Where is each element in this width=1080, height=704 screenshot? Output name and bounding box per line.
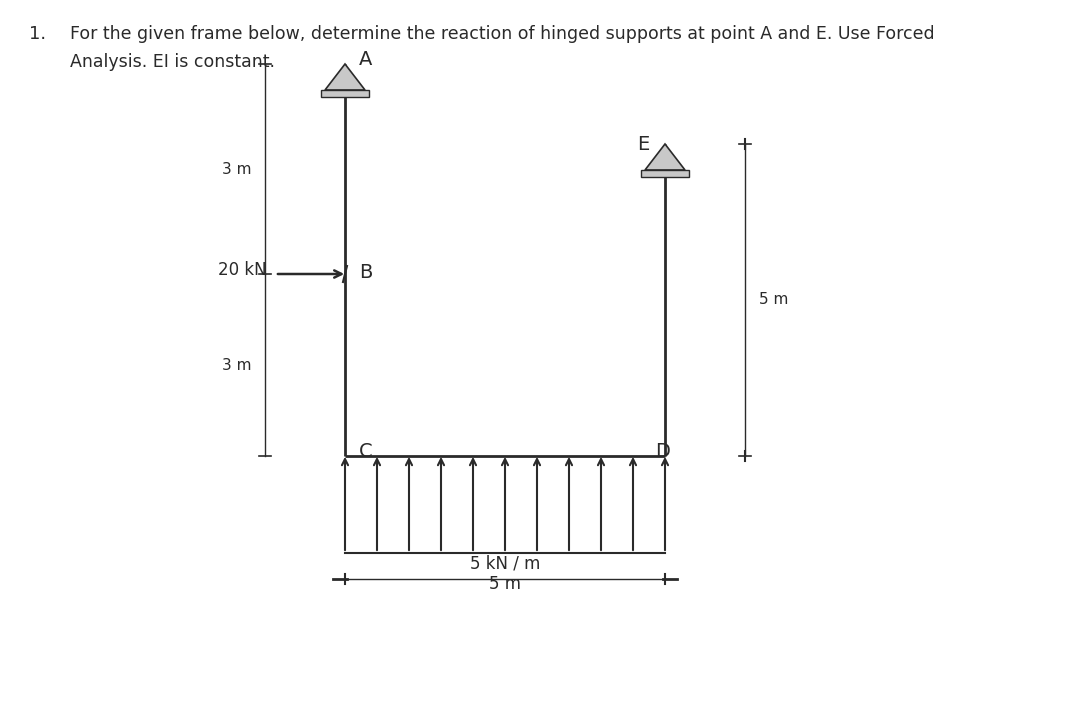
- Text: 5 kN / m: 5 kN / m: [470, 555, 540, 573]
- Polygon shape: [645, 144, 685, 170]
- Text: 20 kN: 20 kN: [218, 261, 267, 279]
- Text: E: E: [637, 134, 649, 153]
- Bar: [321, 90, 369, 97]
- Bar: [642, 170, 689, 177]
- Text: D: D: [654, 442, 670, 461]
- Text: A: A: [359, 50, 373, 69]
- Text: B: B: [359, 263, 373, 282]
- Text: For the given frame below, determine the reaction of hinged supports at point A : For the given frame below, determine the…: [70, 25, 935, 43]
- Text: 5 m: 5 m: [489, 575, 521, 593]
- Text: 1.: 1.: [29, 25, 46, 43]
- Text: 3 m: 3 m: [221, 358, 251, 372]
- Text: C: C: [359, 442, 373, 461]
- Polygon shape: [325, 64, 365, 90]
- Text: 3 m: 3 m: [221, 161, 251, 177]
- Text: Analysis. EI is constant.: Analysis. EI is constant.: [70, 53, 275, 71]
- Text: 5 m: 5 m: [759, 292, 788, 308]
